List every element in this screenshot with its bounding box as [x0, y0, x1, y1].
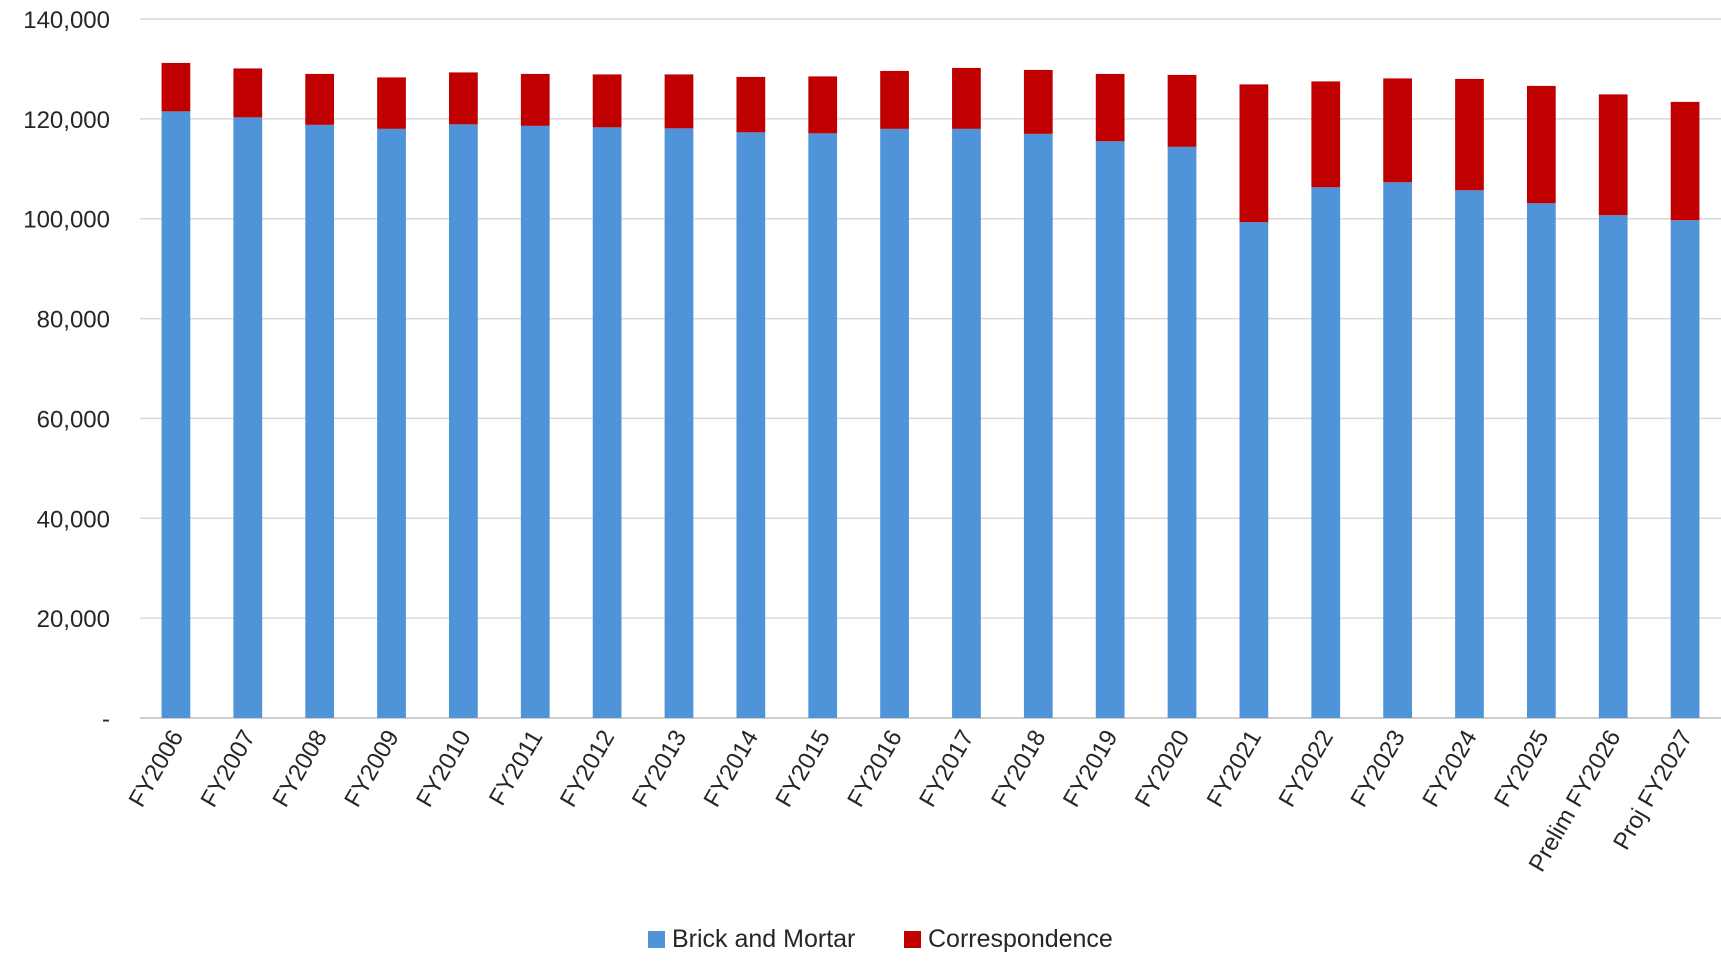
legend: Brick and Mortar Correspondence	[648, 925, 1113, 953]
bar-brick-and-mortar	[1167, 146, 1197, 718]
x-tick-label: FY2006	[124, 726, 189, 812]
bar-brick-and-mortar	[233, 117, 263, 719]
bar-correspondence	[1670, 101, 1700, 221]
x-tick-label: FY2022	[1274, 726, 1339, 812]
x-tick-label: FY2024	[1417, 726, 1482, 812]
x-tick-label: FY2007	[196, 726, 261, 812]
bar-brick-and-mortar	[520, 125, 550, 718]
y-tick-label: -	[102, 706, 110, 733]
x-tick-label: FY2018	[986, 726, 1051, 812]
y-tick-label: 140,000	[23, 7, 110, 34]
x-tick-label: FY2019	[1058, 726, 1123, 812]
x-tick-label: FY2017	[914, 726, 979, 812]
bar-brick-and-mortar	[880, 128, 909, 719]
bar-correspondence	[1239, 84, 1269, 223]
bar-correspondence	[880, 70, 909, 129]
bar-brick-and-mortar	[808, 133, 838, 718]
bar-correspondence	[305, 73, 335, 125]
x-tick-label: FY2009	[339, 726, 404, 812]
bar-correspondence	[449, 72, 478, 125]
y-tick-label: 60,000	[37, 406, 110, 433]
bar-brick-and-mortar	[449, 124, 478, 718]
y-tick-label: 20,000	[37, 606, 110, 633]
legend-label: Brick and Mortar	[672, 925, 855, 953]
y-tick-label: 40,000	[37, 506, 110, 533]
bar-brick-and-mortar	[305, 124, 335, 718]
x-tick-label: FY2013	[627, 726, 692, 812]
x-tick-label: FY2015	[770, 726, 835, 812]
x-tick-label: FY2020	[1130, 726, 1195, 812]
bar-correspondence	[1167, 74, 1197, 147]
x-tick-label: FY2021	[1202, 726, 1267, 812]
bar-brick-and-mortar	[1526, 203, 1556, 718]
x-tick-label: FY2010	[411, 726, 476, 812]
bar-correspondence	[664, 74, 694, 129]
bar-brick-and-mortar	[377, 128, 406, 719]
bar-brick-and-mortar	[1311, 187, 1341, 719]
bar-correspondence	[1311, 81, 1341, 188]
bar-brick-and-mortar	[592, 127, 622, 719]
bar-correspondence	[520, 73, 550, 126]
bar-correspondence	[1383, 78, 1412, 183]
bar-correspondence	[377, 77, 406, 129]
bar-correspondence	[1526, 85, 1556, 204]
bar-brick-and-mortar	[1023, 133, 1053, 719]
x-axis-ticks: FY2006 FY2007 FY2008 FY2009 FY2010 FY2011 FY20…	[124, 726, 1699, 877]
bar-brick-and-mortar	[952, 128, 981, 719]
bars	[161, 62, 1700, 719]
x-tick-label: FY2025	[1489, 726, 1554, 812]
legend-label: Correspondence	[928, 925, 1113, 953]
bar-brick-and-mortar	[664, 128, 694, 718]
y-tick-label: 120,000	[23, 107, 110, 134]
bar-brick-and-mortar	[1239, 222, 1269, 718]
y-tick-label: 100,000	[23, 207, 110, 234]
bar-brick-and-mortar	[1095, 141, 1125, 718]
bar-brick-and-mortar	[1455, 190, 1484, 718]
x-tick-label: FY2012	[555, 726, 620, 812]
bar-brick-and-mortar	[1383, 182, 1412, 719]
bar-correspondence	[1598, 94, 1628, 216]
x-tick-label: FY2023	[1345, 726, 1410, 812]
bar-brick-and-mortar	[736, 132, 766, 718]
legend-swatch	[904, 931, 921, 948]
x-tick-label: FY2011	[484, 726, 549, 811]
x-tick-label: FY2014	[699, 726, 764, 812]
bar-correspondence	[1455, 78, 1484, 191]
x-tick-label: FY2008	[267, 726, 332, 812]
bar-correspondence	[592, 74, 622, 128]
x-tick-label: FY2016	[842, 726, 907, 812]
bar-correspondence	[1095, 73, 1125, 142]
bar-brick-and-mortar	[161, 111, 191, 718]
y-tick-label: 80,000	[37, 307, 110, 334]
bar-brick-and-mortar	[1598, 215, 1628, 718]
bar-correspondence	[736, 76, 766, 133]
bar-correspondence	[808, 76, 838, 134]
legend-swatch	[648, 931, 665, 948]
bar-brick-and-mortar	[1670, 220, 1700, 718]
bar-correspondence	[952, 67, 981, 129]
y-axis-ticks: - 20,000 40,000 60,000 80,000 100,000 120,000 1…	[23, 7, 110, 733]
bar-correspondence	[233, 68, 263, 118]
bar-correspondence	[1023, 69, 1053, 134]
bar-correspondence	[161, 62, 191, 112]
